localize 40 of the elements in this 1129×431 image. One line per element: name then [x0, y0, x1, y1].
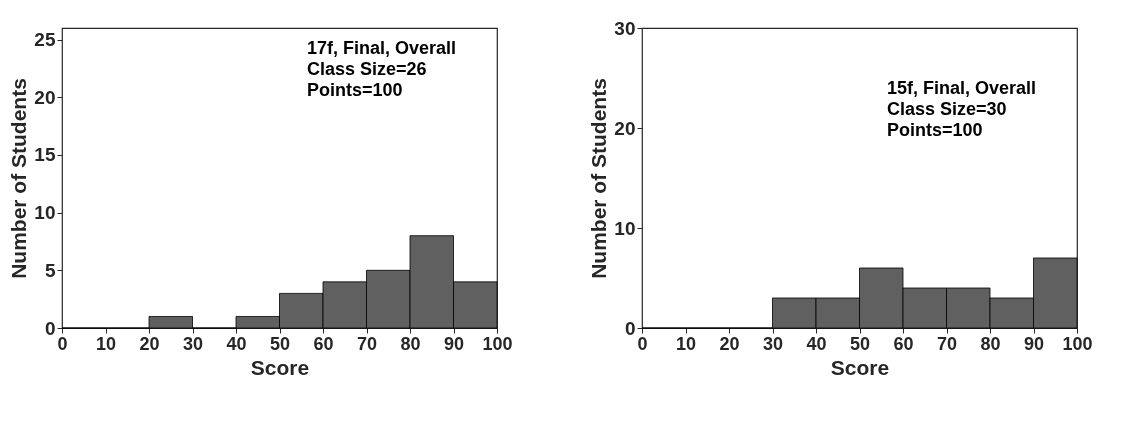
x-tick-label: 60: [893, 333, 914, 354]
x-tick-label: 100: [482, 333, 513, 354]
x-tick-label: 50: [269, 333, 291, 354]
x-axis-title: Score: [250, 355, 310, 379]
annotation: 15f, Final, Overall: [887, 78, 1037, 98]
x-tick-label: 20: [719, 333, 740, 354]
y-axis-title: Number of Students: [587, 78, 611, 279]
x-tick-label: 50: [849, 333, 871, 354]
x-tick-label: 70: [356, 333, 378, 354]
x-tick-label: 30: [182, 333, 204, 354]
y-tick-label: 30: [614, 17, 636, 39]
x-tick-label: 70: [936, 333, 958, 354]
x-tick-label: 100: [1062, 333, 1093, 354]
y-axis-title: Number of Students: [7, 78, 31, 279]
x-axis-title: Score: [830, 355, 890, 379]
x-tick-label: 80: [400, 333, 421, 354]
annotation: Points=100: [887, 120, 983, 140]
y-tick-label: 10: [34, 202, 56, 224]
y-tick-label: 0: [44, 317, 56, 339]
y-tick-label: 5: [44, 259, 56, 281]
annotation: Class Size=30: [887, 99, 1007, 119]
x-tick-label: 30: [762, 333, 784, 354]
annotation: Points=100: [307, 80, 403, 100]
x-tick-label: 20: [139, 333, 160, 354]
x-tick-label: 60: [313, 333, 334, 354]
y-tick-label: 20: [614, 117, 636, 139]
x-tick-label: 40: [226, 333, 247, 354]
y-tick-label: 25: [34, 29, 56, 51]
x-tick-label: 10: [95, 333, 117, 354]
x-tick-label: 90: [1023, 333, 1045, 354]
annotation: Class Size=26: [307, 59, 427, 79]
y-tick-label: 15: [34, 144, 56, 166]
annotation: 17f, Final, Overall: [307, 38, 457, 58]
x-tick-label: 40: [806, 333, 827, 354]
y-tick-label: 20: [34, 86, 56, 108]
x-tick-label: 90: [443, 333, 465, 354]
y-tick-label: 0: [624, 317, 636, 339]
x-tick-label: 10: [675, 333, 697, 354]
y-tick-label: 10: [614, 217, 636, 239]
x-tick-label: 80: [980, 333, 1001, 354]
